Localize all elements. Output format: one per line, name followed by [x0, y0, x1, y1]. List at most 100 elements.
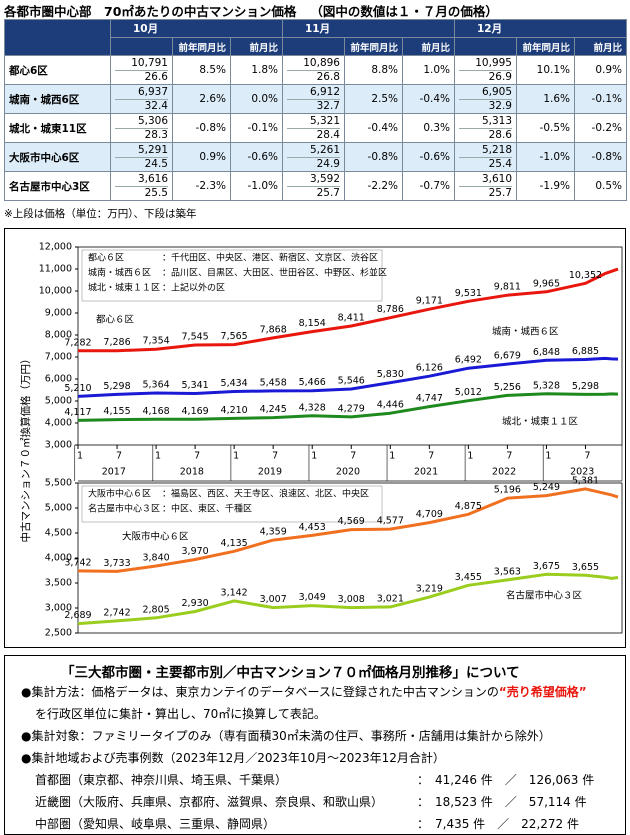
price: 10,791: [115, 57, 168, 71]
data-label: 4,245: [260, 404, 287, 415]
data-label: 5,546: [338, 375, 365, 386]
building-age: 26.6: [144, 70, 168, 83]
building-age: 26.8: [316, 70, 340, 83]
price-cell: 5,218 25.4: [454, 142, 517, 172]
series-label: 城南・城西６区: [492, 326, 559, 338]
legend-name: 名古屋市中心３区: [88, 503, 160, 515]
price-cell: 3,616 25.5: [110, 171, 173, 201]
region-name: 首都圏（東京都、神奈川県、埼玉県、千葉県）: [35, 773, 288, 787]
y-tick-label: 3,000: [45, 603, 72, 614]
data-label: 8,154: [299, 318, 326, 329]
data-label: 4,169: [182, 406, 209, 417]
price: 6,912: [287, 86, 340, 100]
data-label: 4,709: [416, 509, 443, 520]
series-line: [77, 392, 619, 422]
data-label: 5,256: [494, 382, 521, 393]
subheader-row: 前年同月比 前月比 前年同月比 前月比 前年同月比 前月比: [5, 37, 627, 56]
data-label: 5,012: [455, 387, 482, 398]
method-line: を行政区単位に集計・算出し、70㎡に換算して表記。: [35, 707, 326, 721]
series-line: [77, 572, 619, 626]
region-name: 城南・城西6区: [4, 84, 111, 114]
data-label: 9,811: [494, 282, 521, 293]
month-header: 12月: [454, 19, 627, 38]
header-row: 10月 11月 12月: [4, 19, 627, 56]
mom-change: 1.0%: [402, 55, 455, 85]
y-tick-label: 10,000: [39, 286, 72, 297]
x-tick-label: 1: [467, 451, 473, 462]
building-age: 25.7: [488, 186, 512, 199]
yoy-change: -0.4%: [344, 113, 403, 143]
yoy-change: -1.9%: [516, 171, 575, 201]
x-tick-label: 1: [545, 451, 551, 462]
table-row: 名古屋市中心3区 3,616 25.5 -2.3% -1.0% 3,592 25.7 -2.2…: [4, 171, 627, 201]
price-cell: 10,791 26.6: [110, 55, 173, 85]
building-age: 32.4: [144, 99, 168, 112]
building-age: 24.5: [144, 157, 168, 170]
price-cell: 5,306 28.3: [110, 113, 173, 143]
region-name: 城北・城東11区: [4, 113, 111, 143]
mom-change: -0.6%: [402, 142, 455, 172]
building-age: 28.3: [144, 128, 168, 141]
mom-change: -0.7%: [402, 171, 455, 201]
region-counts: ： 41,246 件 ／ 126,063 件: [417, 773, 595, 787]
yoy-change: -0.8%: [344, 142, 403, 172]
legend-name: 都心６区: [88, 253, 124, 264]
data-label: 6,885: [572, 346, 599, 357]
data-label: 3,049: [299, 592, 326, 603]
data-label: 5,364: [142, 379, 169, 390]
data-label: 5,210: [64, 383, 91, 394]
data-label: 7,565: [221, 331, 248, 342]
data-label: 3,675: [533, 561, 560, 572]
data-label: 4,210: [221, 405, 248, 416]
price-cell: 3,592 25.7: [282, 171, 345, 201]
data-label: 3,733: [103, 558, 130, 569]
legend-areas: ：中区、東区、千種区: [162, 503, 252, 515]
mom-change: -0.1%: [230, 113, 283, 143]
subheader: 前年同月比: [516, 37, 575, 56]
building-age: 28.6: [488, 128, 512, 141]
legend-name: 大阪市中心６区: [88, 488, 151, 500]
month-header: 11月: [282, 19, 455, 38]
building-age: 32.7: [316, 99, 340, 112]
price: 5,306: [115, 115, 168, 129]
y-tick-label: 3,000: [45, 440, 72, 451]
mom-change: 0.0%: [230, 84, 283, 114]
data-label: 4,155: [103, 406, 130, 417]
data-label: 5,341: [182, 380, 209, 391]
subheader: 前月比: [230, 37, 283, 56]
yoy-change: 10.1%: [516, 55, 575, 85]
yoy-change: 2.5%: [344, 84, 403, 114]
building-age: 28.4: [316, 128, 340, 141]
yoy-change: 2.6%: [172, 84, 231, 114]
data-label: 10,352: [569, 270, 602, 281]
chart-frame: [4, 228, 626, 648]
mom-change: -0.2%: [574, 113, 627, 143]
y-tick-label: 11,000: [39, 264, 72, 275]
areas-heading: ●集計地域および売事例数（2023年12月／2023年10月～2023年12月合…: [21, 751, 445, 765]
x-tick-label: 7: [506, 451, 512, 462]
x-tick-label: 1: [77, 451, 83, 462]
data-label: 3,840: [142, 553, 169, 564]
data-label: 3,655: [572, 562, 599, 573]
y-tick-label: 8,000: [45, 330, 72, 341]
data-label: 7,545: [182, 332, 209, 343]
x-tick-label: 1: [311, 451, 317, 462]
corner-cell: [4, 19, 111, 56]
data-label: 4,569: [338, 516, 365, 527]
price: 5,291: [115, 144, 168, 158]
subheader: 前年同月比: [172, 37, 231, 56]
data-label: 8,411: [338, 312, 365, 323]
data-label: 4,328: [299, 402, 326, 413]
y-tick-label: 4,500: [45, 528, 72, 539]
yoy-change: 8.8%: [344, 55, 403, 85]
x-tick-label: 7: [584, 451, 590, 462]
data-label: 4,168: [142, 406, 169, 417]
header: 各都市圏中心部 70㎡あたりの中古マンション価格 （図中の数値は１・７月の価格）: [4, 1, 512, 20]
data-label: 4,446: [377, 400, 404, 411]
series-line: [77, 356, 619, 398]
data-label: 6,679: [494, 351, 521, 362]
data-label: 3,455: [455, 572, 482, 583]
legend-areas: ：品川区、目黒区、大田区、世田谷区、中野区、杉並区: [162, 267, 387, 279]
price: 10,995: [459, 57, 512, 71]
building-age: 25.7: [316, 186, 340, 199]
